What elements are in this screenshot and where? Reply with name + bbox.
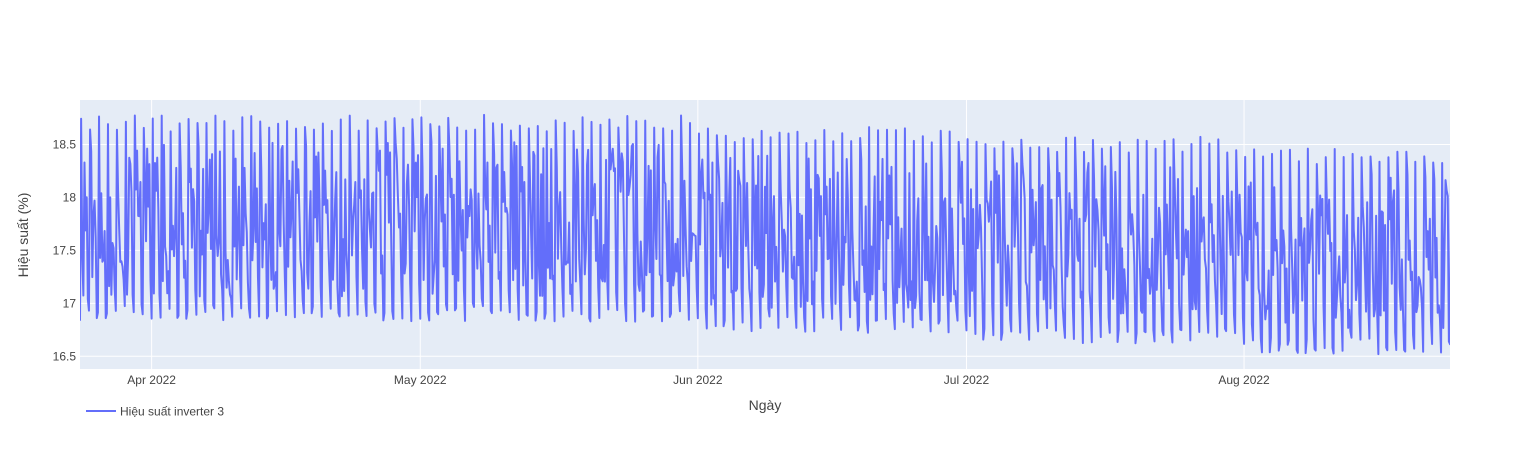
x-tick-label: Aug 2022 bbox=[1218, 373, 1270, 387]
y-tick-label: 17 bbox=[63, 296, 77, 310]
legend-label: Hiệu suất inverter 3 bbox=[120, 405, 224, 419]
series-line-inverter-3 bbox=[80, 113, 1450, 356]
x-axis-title: Ngày bbox=[749, 397, 782, 413]
legend[interactable]: Hiệu suất inverter 3 bbox=[86, 405, 224, 419]
y-tick-label: 18.5 bbox=[53, 137, 77, 151]
series-layer bbox=[80, 113, 1450, 356]
x-tick-label: Jun 2022 bbox=[673, 373, 723, 387]
x-tick-label: May 2022 bbox=[394, 373, 447, 387]
y-tick-label: 16.5 bbox=[53, 349, 77, 363]
x-tick-label: Apr 2022 bbox=[127, 373, 176, 387]
x-tick-label: Jul 2022 bbox=[944, 373, 990, 387]
y-tick-label: 18 bbox=[63, 190, 77, 204]
y-axis-title: Hiệu suất (%) bbox=[15, 193, 31, 278]
y-tick-label: 17.5 bbox=[53, 243, 77, 257]
y-axis-ticks: 16.5 17 17.5 18 18.5 bbox=[53, 137, 77, 363]
x-axis-ticks: Apr 2022 May 2022 Jun 2022 Jul 2022 Aug 2022 bbox=[127, 373, 1270, 387]
